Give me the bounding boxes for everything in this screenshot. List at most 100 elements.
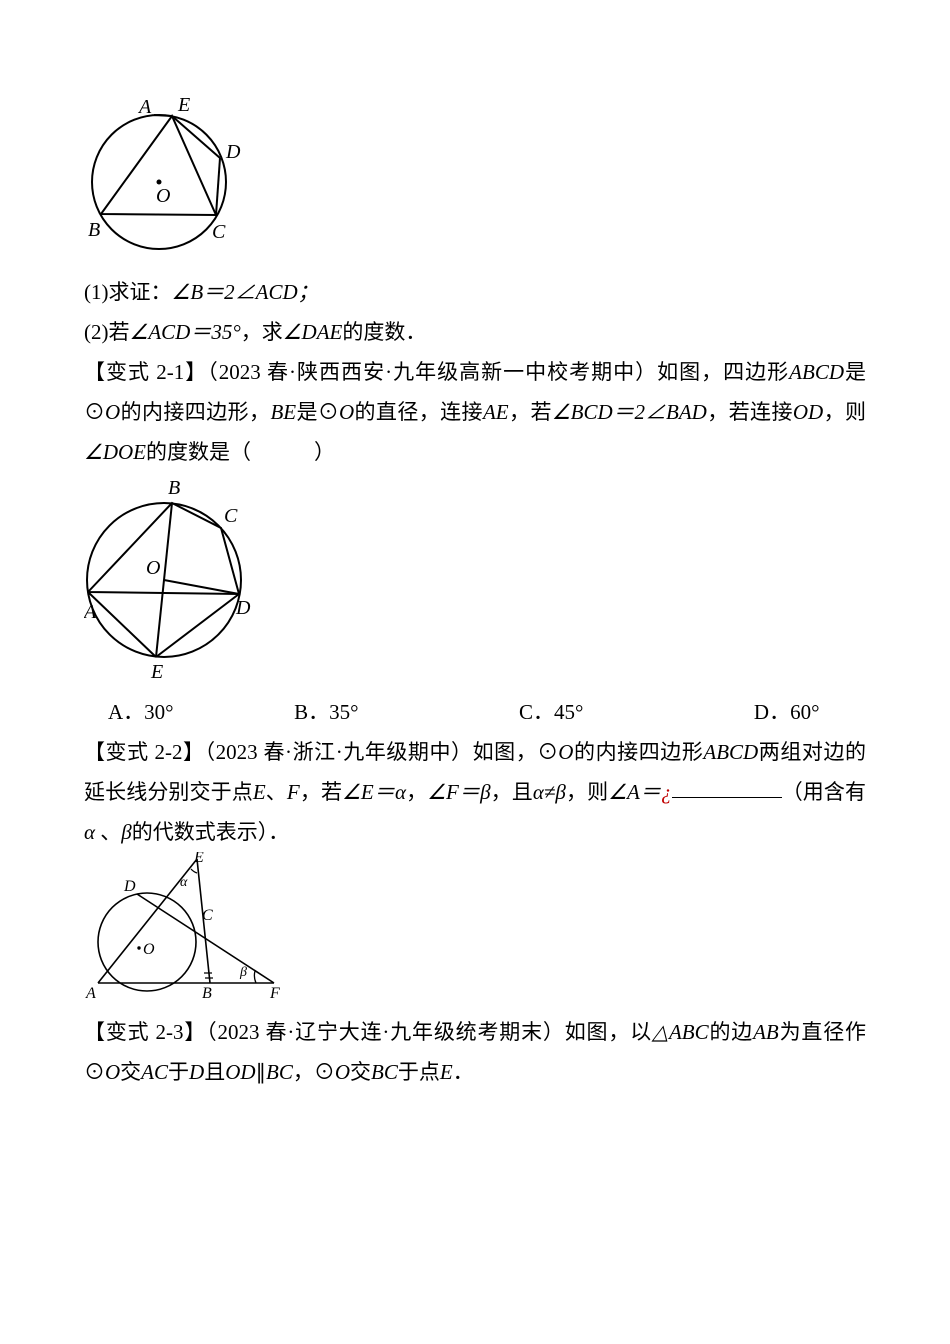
- p21-t3: 是⊙: [296, 400, 339, 424]
- p21-ae: AE: [483, 400, 509, 424]
- problem-2-1: 【变式 2-1】（2023 春·陕西西安·九年级高新一中校考期中）如图，四边形A…: [84, 352, 866, 472]
- p23-t9: ．: [453, 1060, 474, 1084]
- figure-2-svg: B C O A D E: [84, 472, 254, 682]
- choice-D-label: D．: [754, 700, 790, 724]
- p21-be: BE: [270, 400, 296, 424]
- fig3-label-D: D: [123, 878, 136, 895]
- fig3-label-C: C: [202, 907, 213, 924]
- fig2-label-B: B: [168, 477, 180, 499]
- p21-t4: 的直径，连接: [354, 400, 483, 424]
- page-root: A E D O B C (1)求证：∠B＝2∠ACD； (2)若∠ACD＝35°…: [0, 0, 950, 1092]
- p22-blank-char: ¿: [661, 780, 672, 804]
- choice-B-value: 35°: [329, 700, 358, 724]
- p23-ac: AC: [141, 1060, 168, 1084]
- p22-t1: 的内接四边形: [573, 740, 703, 764]
- fig1-label-O: O: [156, 185, 170, 207]
- fig2-label-C: C: [224, 505, 238, 527]
- q1-line2-mid: ∠ACD＝35°: [130, 320, 241, 344]
- p23-t6: ，⊙: [293, 1060, 335, 1084]
- p22-paren: （用含有: [782, 780, 866, 804]
- q1-line2: (2)若∠ACD＝35°，求∠DAE的度数．: [84, 312, 866, 352]
- q1-line2-post2: 的度数．: [342, 320, 426, 344]
- p21-ang2: ∠DOE: [84, 440, 146, 464]
- fig1-label-A: A: [137, 96, 152, 118]
- fig2-label-O: O: [146, 557, 160, 579]
- p22-e1: ∠E＝α: [342, 780, 406, 804]
- figure-3: E D α C O A B β F: [84, 852, 866, 1002]
- p21-t6: ，若连接: [707, 400, 793, 424]
- p23-D: D: [189, 1060, 204, 1084]
- p22-t4: 的代数式表示）．: [132, 820, 290, 844]
- fig3-label-B: B: [202, 985, 212, 1002]
- q1-line1: (1)求证：∠B＝2∠ACD；: [84, 272, 866, 312]
- problem-2-3: 【变式 2-3】（2023 春·辽宁大连·九年级统考期末）如图，以△ABC的边A…: [84, 1012, 866, 1092]
- p23-t1: 的边: [709, 1020, 753, 1044]
- figure-1: A E D O B C: [84, 82, 866, 262]
- fig1-label-B: B: [88, 219, 100, 241]
- p21-source: （2023 春·陕西西安·九年级高新一中校考期中）如图，四边形: [207, 360, 789, 384]
- p21-abcd: ABCD: [789, 360, 844, 384]
- p23-t7: 交: [350, 1060, 371, 1084]
- p23-E: E: [440, 1060, 453, 1084]
- choices-2-1: A．30° B．35° C．45° D．60°: [84, 692, 866, 732]
- p23-t4: 于: [168, 1060, 189, 1084]
- p21-t8: 的度数是（ ）: [146, 440, 335, 464]
- p21-O2: O: [339, 400, 354, 424]
- p22-c1: ，: [406, 780, 427, 804]
- p23-tri: △ABC: [652, 1020, 709, 1044]
- fig3-label-E: E: [193, 852, 204, 866]
- choice-B[interactable]: B．35°: [294, 692, 358, 732]
- p22-sep2: 、: [95, 820, 121, 844]
- p22-O: O: [558, 740, 573, 764]
- p23-ab: AB: [753, 1020, 779, 1044]
- choice-B-label: B．: [294, 700, 329, 724]
- p21-ang1: ∠BCD＝2∠BAD: [552, 400, 707, 424]
- choice-C-value: 45°: [554, 700, 583, 724]
- fig1-label-E: E: [177, 94, 190, 116]
- fig1-label-D: D: [225, 141, 241, 163]
- p23-od: OD: [225, 1060, 255, 1084]
- p23-O2: O: [335, 1060, 350, 1084]
- q1-line2-post1: ，求: [241, 320, 283, 344]
- p23-source: （2023 春·辽宁大连·九年级统考期末）如图，以: [206, 1020, 652, 1044]
- p22-e3: α≠β: [533, 780, 566, 804]
- choice-C[interactable]: C．45°: [519, 692, 583, 732]
- choice-A-label: A．: [108, 700, 144, 724]
- p21-O: O: [105, 400, 120, 424]
- p22-sep: 、: [266, 780, 287, 804]
- choice-A[interactable]: A．30°: [108, 692, 174, 732]
- p23-bc2: BC: [371, 1060, 398, 1084]
- choice-C-label: C．: [519, 700, 554, 724]
- choice-D[interactable]: D．60°: [754, 692, 820, 732]
- q1-line1-math: ∠B＝2∠ACD；: [172, 280, 319, 304]
- figure-2: B C O A D E: [84, 472, 866, 682]
- p23-bc: BC: [266, 1060, 293, 1084]
- p21-t2: 的内接四边形，: [120, 400, 270, 424]
- p23-t8: 于点: [398, 1060, 440, 1084]
- p22-e2: ∠F＝β: [427, 780, 490, 804]
- q1-line2-math2: ∠DAE: [283, 320, 343, 344]
- p21-t5: ，若: [509, 400, 552, 424]
- figure-3-svg: E D α C O A B β F: [84, 852, 284, 1002]
- fig3-label-alpha: α: [180, 875, 188, 890]
- p22-alpha: α: [84, 820, 95, 844]
- p23-par: ∥: [256, 1060, 267, 1084]
- fig3-label-beta: β: [239, 965, 247, 980]
- p22-source: （2023 春·浙江·九年级期中）如图，⊙: [205, 740, 559, 764]
- p22-tag: 【变式 2-2】: [84, 740, 205, 764]
- q1-line2-pre: (2)若: [84, 320, 130, 344]
- p23-t3: 交: [120, 1060, 141, 1084]
- p22-E: E: [253, 780, 266, 804]
- p21-t7: ，则: [823, 400, 866, 424]
- p22-abcd: ABCD: [703, 740, 758, 764]
- p22-c3: ，则: [566, 780, 608, 804]
- fill-in-blank[interactable]: [672, 775, 782, 798]
- p22-t3: ，若: [300, 780, 342, 804]
- p21-od: OD: [793, 400, 823, 424]
- fig2-label-E: E: [150, 661, 163, 682]
- p23-O: O: [105, 1060, 120, 1084]
- choice-A-value: 30°: [144, 700, 173, 724]
- choice-D-value: 60°: [790, 700, 819, 724]
- p22-e4: ∠A＝: [608, 780, 661, 804]
- q1-line1-pre: (1)求证：: [84, 280, 172, 304]
